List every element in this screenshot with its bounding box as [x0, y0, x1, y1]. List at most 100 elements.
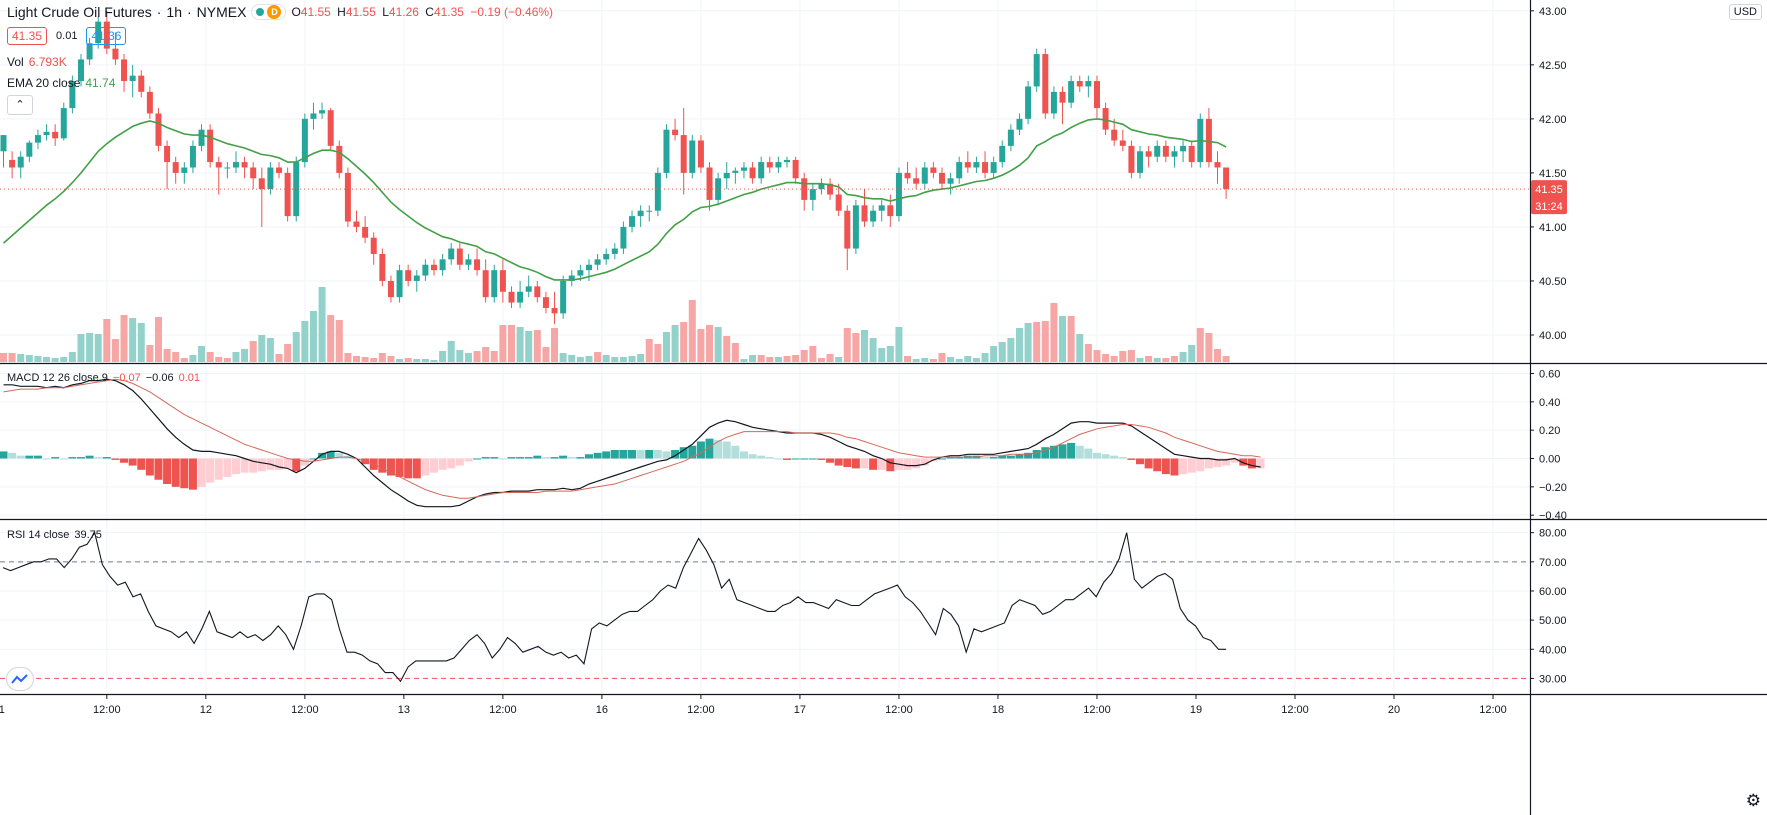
volume-bar: [1067, 316, 1075, 362]
candle-body: [69, 81, 76, 109]
candle-body: [663, 129, 670, 173]
macd-signal-value: 0.01: [178, 372, 200, 384]
macd-hist-bar: [0, 451, 8, 459]
macd-hist-bar: [808, 458, 817, 460]
volume-bar: [1024, 323, 1032, 362]
macd-lines: [3, 378, 1261, 508]
macd-hist-bar: [1101, 454, 1110, 459]
candle-body: [121, 59, 128, 82]
candle-body: [1016, 118, 1023, 130]
volume-bar: [671, 325, 679, 362]
candle-body: [1076, 81, 1083, 87]
time-tick-label: 20: [1388, 704, 1400, 716]
candle-body: [465, 259, 472, 265]
volume-bar: [852, 333, 860, 362]
candle-body: [878, 205, 885, 211]
macd-hist-bar: [1118, 457, 1127, 459]
candle-body: [258, 178, 265, 190]
interval[interactable]: 1h: [166, 4, 182, 20]
macd-hist-bar: [1222, 458, 1231, 466]
market-status-badge[interactable]: D: [251, 4, 287, 20]
macd-hist-bar: [1067, 442, 1076, 459]
collapse-legend-button[interactable]: ⌃: [7, 95, 33, 115]
candle-body: [1102, 108, 1109, 130]
volume-bar: [749, 355, 757, 362]
volume-bar: [955, 359, 963, 362]
macd-hist-bar: [163, 458, 172, 484]
volume-bar: [568, 355, 576, 362]
macd-hist-bar: [516, 457, 525, 459]
macd-hist-bar: [679, 447, 688, 459]
volume-bar: [172, 352, 180, 362]
candle-body: [508, 291, 515, 303]
candle-body: [60, 108, 67, 139]
time-tick-label: 12: [200, 704, 212, 716]
volume-bar: [1015, 328, 1023, 362]
tradingview-logo-icon[interactable]: [6, 667, 34, 691]
macd-hist-bar: [94, 457, 103, 459]
candle-body: [1205, 118, 1212, 163]
candle-body: [1059, 91, 1066, 103]
macd-hist-bar: [1153, 458, 1162, 472]
candle-body: [749, 167, 756, 179]
macd-hist-bar: [584, 454, 593, 459]
macd-hist-bar: [1144, 458, 1153, 469]
macd-hist-bar: [275, 458, 284, 470]
time-tick-label: 19: [1190, 704, 1202, 716]
macd-hist-bar: [335, 452, 344, 459]
candle-body: [715, 178, 722, 200]
time-tick-label: 11: [0, 704, 5, 716]
candle-body: [1033, 54, 1040, 87]
volume-bar: [585, 356, 593, 362]
macd-hist-bar: [619, 450, 628, 459]
volume-bar: [757, 355, 765, 362]
macd-hist-bar: [636, 450, 645, 459]
candle-body: [95, 21, 102, 44]
volume-bar: [249, 341, 257, 362]
macd-hist-bar: [197, 458, 206, 487]
candle-body: [232, 162, 239, 168]
volume-bar: [1179, 352, 1187, 362]
volume-bar: [1196, 328, 1204, 362]
candle-body: [319, 110, 326, 114]
settings-gear-icon[interactable]: ⚙: [1745, 791, 1761, 810]
volume-bar: [792, 355, 800, 362]
candle-body: [448, 248, 455, 260]
macd-hist-bar: [653, 450, 662, 459]
symbol-title[interactable]: Light Crude Oil Futures: [7, 4, 152, 20]
candle-body: [990, 162, 997, 173]
macd-hist-bar: [903, 458, 912, 470]
volume-bar: [1222, 356, 1230, 362]
bid-price[interactable]: 41.35: [7, 27, 48, 45]
ema-line: [2, 118, 1227, 281]
rsi-14-line: [2, 531, 1227, 683]
macd-hist-bar: [851, 458, 860, 469]
macd-hist-bar: [249, 458, 258, 473]
macd-hist-bar: [533, 455, 542, 459]
volume-bar: [284, 344, 292, 362]
spread: 0.01: [56, 30, 78, 42]
macd-hist-bar: [705, 438, 714, 459]
candle-body: [560, 280, 567, 314]
currency-button[interactable]: USD: [1728, 4, 1762, 20]
axis-tick-label: 42.50: [1539, 60, 1567, 72]
macd-hist-bar: [154, 458, 163, 480]
macd-hist-bar: [981, 457, 990, 459]
volume-bar: [129, 318, 137, 362]
macd-hist-bar: [662, 451, 671, 459]
macd-hist-bar: [550, 457, 559, 459]
ask-price[interactable]: 41.36: [86, 27, 127, 45]
macd-hist-bar: [671, 450, 680, 459]
candle-body: [1171, 151, 1178, 157]
macd-hist-bar: [180, 458, 189, 489]
delayed-icon: D: [267, 5, 282, 19]
macd-hist-bar: [1006, 455, 1015, 459]
market-open-dot: [256, 8, 265, 16]
volume-bar: [490, 351, 498, 362]
macd-hist-bar: [1230, 458, 1239, 463]
candle-body: [344, 172, 351, 222]
candle-body: [172, 162, 179, 173]
volume-bar: [146, 345, 154, 362]
